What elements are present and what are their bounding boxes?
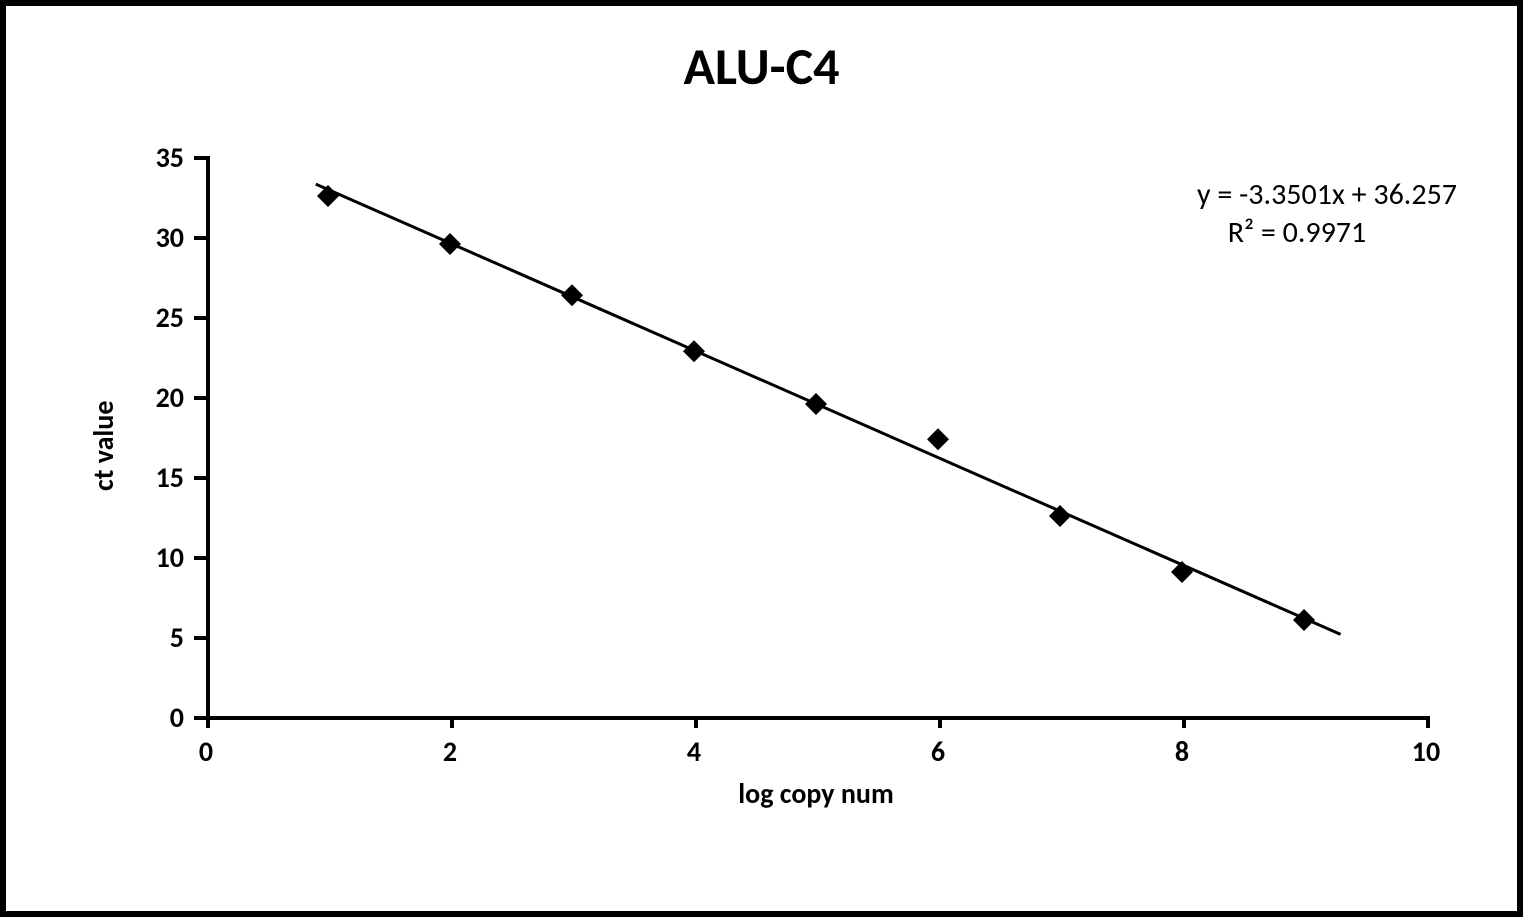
y-tick-label: 5 (124, 620, 184, 655)
y-tick-label: 35 (124, 140, 184, 175)
data-marker (1293, 609, 1315, 631)
y-tick-label: 10 (124, 540, 184, 575)
y-tick (194, 716, 206, 720)
y-tick (194, 156, 206, 160)
data-marker (561, 284, 583, 306)
x-tick-label: 0 (176, 734, 236, 769)
x-tick-label: 4 (664, 734, 724, 769)
y-axis-label: ct value (86, 401, 121, 491)
x-axis (206, 716, 1430, 720)
y-tick-label: 0 (124, 700, 184, 735)
y-tick (194, 556, 206, 560)
y-tick (194, 396, 206, 400)
y-tick (194, 476, 206, 480)
x-tick-label: 8 (1152, 734, 1212, 769)
y-axis (206, 156, 210, 720)
data-marker (927, 428, 949, 450)
x-tick-label: 6 (908, 734, 968, 769)
chart-title: ALU-C4 (6, 34, 1517, 98)
chart-container: ALU-C4 ct value log copy num y = -3.3501… (0, 0, 1523, 917)
x-tick-label: 2 (420, 734, 480, 769)
y-tick (194, 636, 206, 640)
data-marker (1171, 561, 1193, 583)
y-tick-label: 25 (124, 300, 184, 335)
data-marker (439, 233, 461, 255)
x-tick (938, 716, 942, 728)
x-tick-label: 10 (1396, 734, 1456, 769)
x-tick (450, 716, 454, 728)
x-axis-label: log copy num (206, 776, 1426, 811)
y-tick (194, 316, 206, 320)
x-tick (206, 716, 210, 728)
y-tick-label: 30 (124, 220, 184, 255)
data-marker (683, 340, 705, 362)
equation-text: y = -3.3501x + 36.257 (1137, 176, 1457, 213)
y-tick-label: 20 (124, 380, 184, 415)
x-tick (694, 716, 698, 728)
y-tick-label: 15 (124, 460, 184, 495)
y-tick (194, 236, 206, 240)
data-marker (317, 185, 339, 207)
x-tick (1426, 716, 1430, 728)
data-marker (805, 393, 827, 415)
x-tick (1182, 716, 1186, 728)
rsquared-text: R² = 0.9971 (1137, 214, 1457, 251)
